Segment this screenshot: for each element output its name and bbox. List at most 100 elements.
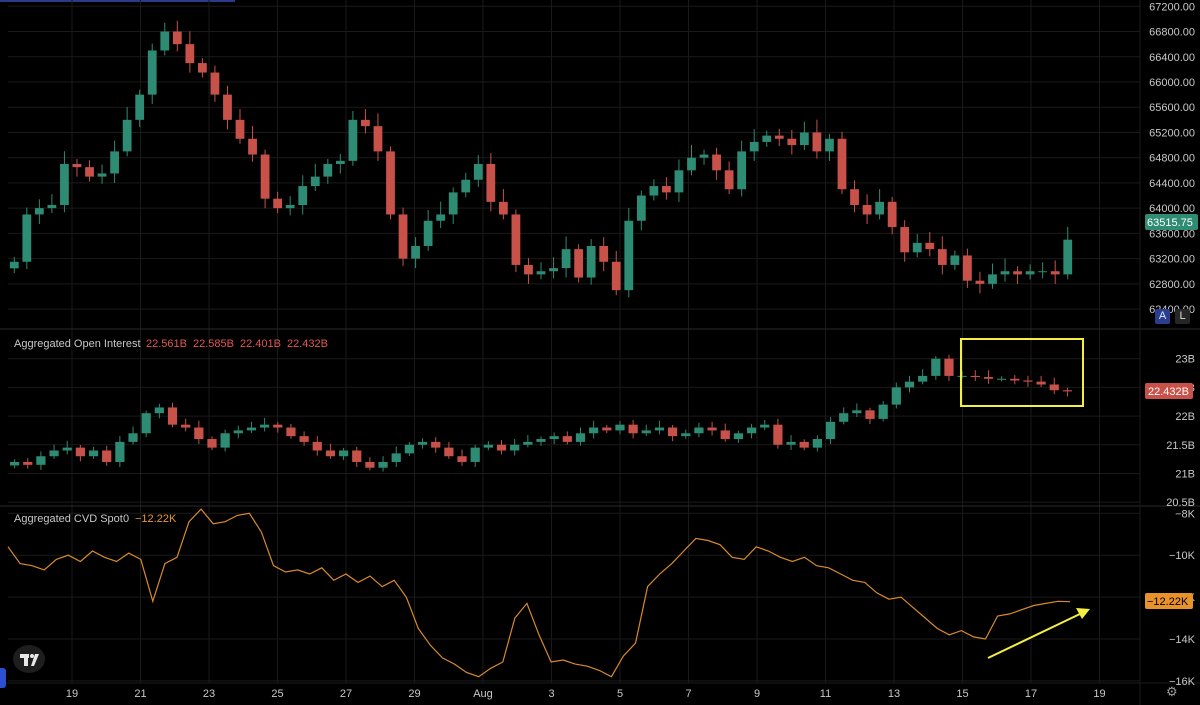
candle-body [60,164,69,205]
candle-body [878,404,888,419]
y-tick-label: 62800.00 [1149,279,1195,291]
candle-body [699,154,709,158]
candle-body [862,205,872,215]
candle-body [223,94,232,120]
candle-body [997,378,1007,380]
gear-icon[interactable]: ⚙ [1166,684,1178,699]
candle-body [386,151,395,215]
candle-body [210,72,220,95]
candle-body [799,441,809,448]
candle-body [988,274,997,284]
candle-body [115,441,125,462]
candle-body [194,427,204,440]
y-tick-label: −16K [1169,676,1196,688]
x-tick-label: 25 [271,688,283,700]
candle-body [181,424,191,428]
log-scale-button[interactable]: L [1175,309,1190,324]
candle-body [391,453,401,462]
candle-body [549,436,559,440]
cvd-legend-param: 0 [123,513,129,525]
x-tick-label: 5 [617,688,623,700]
candle-body [707,427,717,431]
candle-body [135,94,145,120]
left-collapse-handle[interactable] [0,668,6,688]
tradingview-logo-icon[interactable] [13,645,45,673]
candle-body [589,427,599,434]
candle-body [812,439,822,448]
candle-body [624,220,634,291]
candle-body [9,461,20,466]
candle-body [483,444,493,448]
candle-body [373,126,383,152]
candle-body [310,176,320,187]
candle-body [88,450,99,457]
y-tick-label: 63600.00 [1149,228,1195,240]
candle-body [839,413,849,422]
candle-body [599,246,609,262]
cvd-legend-label: Aggregated CVD Spot [14,513,123,525]
candle-body [575,433,586,442]
price-pane[interactable] [9,20,1073,298]
y-tick-label: 64000.00 [1149,203,1195,215]
candle-body [486,164,496,202]
candle-body [248,138,257,155]
oi-legend-value: 22.561B [146,338,187,350]
candle-body [511,214,521,265]
candle-body [299,436,309,442]
x-tick-label: 27 [340,688,352,700]
open-interest-pane[interactable] [9,355,1073,472]
candle-body [365,461,375,468]
candle-body [737,151,747,190]
y-tick-label: 64800.00 [1149,153,1195,165]
cvd-legend-value: −12.22K [135,513,177,525]
y-tick-label: −10K [1169,550,1196,562]
candle-body [602,427,612,431]
candle-body [260,154,270,199]
candle-body [950,255,960,265]
candle-body [1049,384,1059,391]
candle-body [404,444,415,454]
candle-body [34,208,44,215]
candle-body [760,424,770,428]
x-tick-label: 19 [1093,688,1105,700]
candle-body [762,135,772,142]
candle-body [812,132,822,152]
auto-scale-button[interactable]: A [1155,309,1170,324]
candle-body [352,450,362,462]
candle-body [925,242,935,250]
candle-body [746,427,757,434]
candle-body [694,427,704,434]
candle-body [850,189,859,205]
candle-body [649,186,659,196]
candle-body [411,246,420,259]
candle-body [687,157,696,171]
candle-body [799,132,809,146]
candle-body [1013,271,1022,275]
candle-body [628,424,638,434]
candle-body [85,167,94,177]
candle-body [662,186,671,193]
candle-body [335,160,345,164]
cvd-last-badge [1145,593,1193,609]
top-accent-bar [0,0,235,2]
candle-body [561,249,571,269]
candle-body [23,461,33,465]
candle-body [891,387,901,405]
cvd-trend-arrow [987,608,1090,659]
cvd-pane[interactable] [7,508,1071,678]
x-tick-label: 7 [685,688,691,700]
y-tick-label: 66400.00 [1149,52,1195,64]
candle-body [720,430,730,440]
candle-body [448,192,458,215]
candle-body [348,119,358,161]
candle-body [1025,271,1035,275]
x-tick-label: 23 [203,688,215,700]
candle-body [641,430,651,434]
candle-body [944,358,954,376]
x-tick-label: 15 [956,688,968,700]
candle-body [975,280,985,284]
y-tick-label: 63200.00 [1149,254,1195,266]
y-tick-label: 66000.00 [1149,77,1195,89]
candle-body [636,195,646,221]
